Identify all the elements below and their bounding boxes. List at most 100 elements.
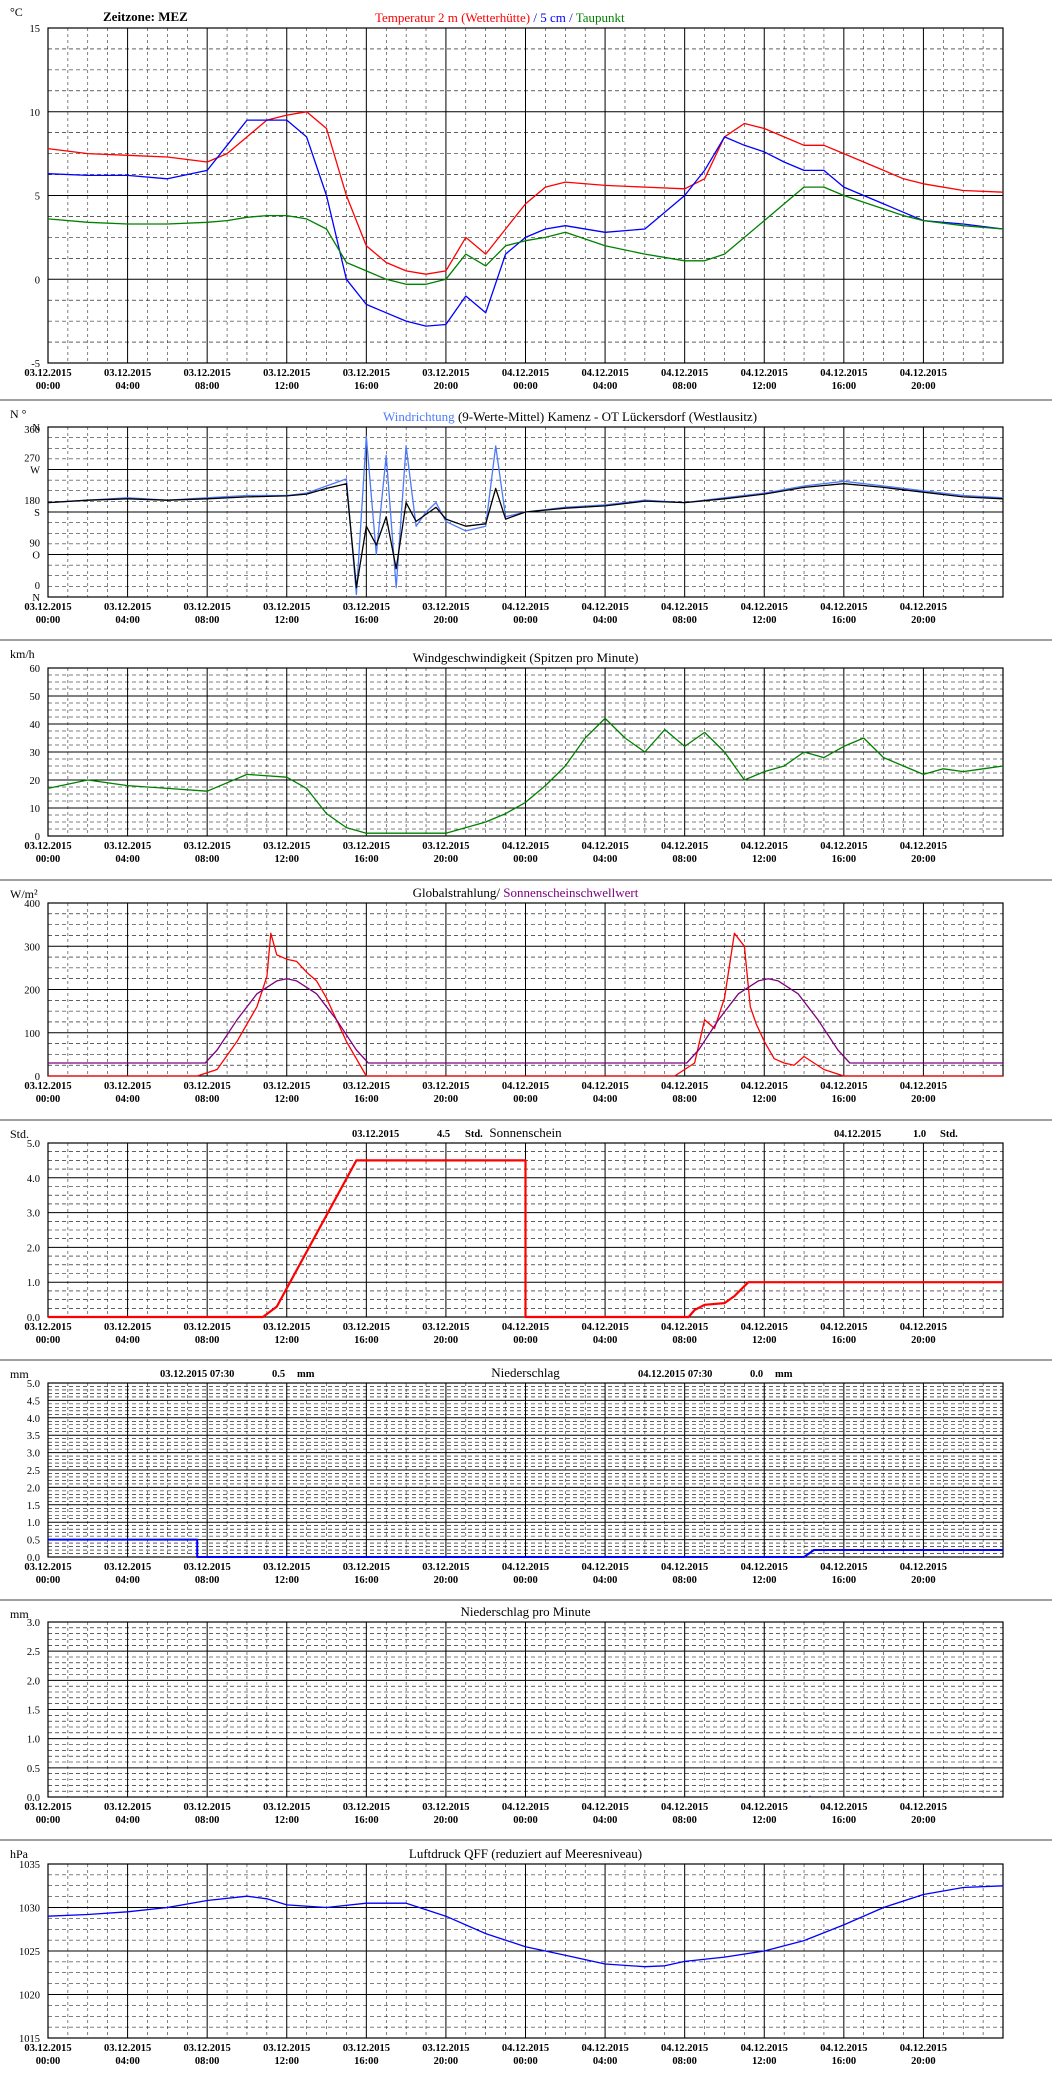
y-tick-label: 10 xyxy=(30,108,41,119)
x-tick-date: 03.12.2015 xyxy=(343,1322,390,1333)
x-tick-date: 03.12.2015 xyxy=(422,368,469,379)
x-tick-date: 03.12.2015 xyxy=(184,2043,231,2054)
x-tick-time: 16:00 xyxy=(832,1815,857,1826)
x-tick-date: 03.12.2015 xyxy=(263,1802,310,1813)
x-tick-time: 12:00 xyxy=(275,854,300,865)
x-tick-time: 00:00 xyxy=(513,381,538,392)
x-tick-time: 00:00 xyxy=(36,1094,61,1105)
x-tick-date: 04.12.2015 xyxy=(661,841,708,852)
y-tick-label: 1030 xyxy=(19,1904,40,1915)
x-tick-date: 03.12.2015 xyxy=(343,841,390,852)
x-tick-date: 03.12.2015 xyxy=(184,1802,231,1813)
y-tick-label: 5 xyxy=(35,192,40,203)
x-tick-time: 08:00 xyxy=(195,2056,220,2067)
y-tick-label: N xyxy=(32,593,40,604)
x-tick-time: 08:00 xyxy=(195,381,220,392)
y-tick-label: 3.0 xyxy=(27,1209,40,1220)
x-tick-date: 04.12.2015 xyxy=(661,602,708,613)
x-tick-time: 16:00 xyxy=(832,615,857,626)
x-tick-date: 04.12.2015 xyxy=(741,602,788,613)
x-tick-date: 04.12.2015 xyxy=(502,1562,549,1573)
x-tick-time: 20:00 xyxy=(434,1094,459,1105)
x-tick-time: 04:00 xyxy=(593,1815,618,1826)
x-tick-date: 03.12.2015 xyxy=(343,2043,390,2054)
unit-label: hPa xyxy=(10,1847,29,1861)
y-tick-label: 1015 xyxy=(19,2034,40,2045)
x-tick-date: 04.12.2015 xyxy=(820,1562,867,1573)
x-tick-date: 03.12.2015 xyxy=(24,368,71,379)
x-tick-time: 20:00 xyxy=(911,1815,936,1826)
y-tick-label: 2.5 xyxy=(27,1647,40,1658)
y-tick-label: 2.0 xyxy=(27,1243,40,1254)
y-tick-label: 1.0 xyxy=(27,1735,40,1746)
panel-title: Windrichtung (9-Werte-Mittel) Kamenz - O… xyxy=(383,409,757,424)
x-tick-date: 03.12.2015 xyxy=(422,2043,469,2054)
x-tick-time: 12:00 xyxy=(752,615,777,626)
x-tick-time: 12:00 xyxy=(752,1094,777,1105)
y-tick-label: 50 xyxy=(30,692,41,703)
y-tick-label: 3.0 xyxy=(27,1618,40,1629)
x-tick-date: 03.12.2015 xyxy=(104,841,151,852)
x-tick-date: 03.12.2015 xyxy=(263,602,310,613)
y-tick-label: S xyxy=(34,508,40,519)
x-tick-time: 00:00 xyxy=(513,1094,538,1105)
x-tick-date: 04.12.2015 xyxy=(581,1562,628,1573)
day-total-unit: mm xyxy=(775,1369,793,1380)
x-tick-date: 03.12.2015 xyxy=(24,2043,71,2054)
y-tick-label: 15 xyxy=(30,24,41,35)
x-tick-date: 03.12.2015 xyxy=(24,1081,71,1092)
day-total-unit: Std. xyxy=(465,1129,483,1140)
title-part: Temperatur 2 m (Wetterhütte) xyxy=(375,10,530,25)
x-tick-time: 20:00 xyxy=(434,1575,459,1586)
x-tick-time: 04:00 xyxy=(115,2056,140,2067)
x-tick-date: 03.12.2015 xyxy=(263,1322,310,1333)
x-tick-time: 08:00 xyxy=(672,381,697,392)
x-tick-time: 04:00 xyxy=(115,615,140,626)
x-tick-date: 04.12.2015 xyxy=(741,841,788,852)
x-tick-time: 20:00 xyxy=(911,381,936,392)
x-tick-time: 16:00 xyxy=(832,2056,857,2067)
x-tick-time: 04:00 xyxy=(115,1335,140,1346)
x-tick-date: 04.12.2015 xyxy=(820,368,867,379)
x-tick-date: 03.12.2015 xyxy=(263,2043,310,2054)
y-tick-label: 4.0 xyxy=(27,1414,40,1425)
x-tick-time: 08:00 xyxy=(672,1575,697,1586)
x-tick-date: 03.12.2015 xyxy=(184,1562,231,1573)
panel-wind_speed: 0 10 20 30 40 50 60 km/h Windgeschwindigkeit (Sp… xyxy=(0,639,1052,865)
x-tick-date: 04.12.2015 xyxy=(900,841,947,852)
title-part: Kamenz - OT Lückersdorf (Westlausitz) xyxy=(544,409,757,424)
series-line-wind_direction-1 xyxy=(47,483,1004,589)
series-line-temperature-2 xyxy=(47,186,1004,285)
x-tick-date: 04.12.2015 xyxy=(900,368,947,379)
x-tick-time: 12:00 xyxy=(752,1575,777,1586)
x-tick-date: 03.12.2015 xyxy=(263,368,310,379)
x-tick-time: 08:00 xyxy=(195,1815,220,1826)
day-total-value: 0.0 xyxy=(750,1369,763,1380)
x-tick-time: 12:00 xyxy=(275,1094,300,1105)
y-tick-label: 40 xyxy=(30,720,41,731)
panel-title: Niederschlag pro Minute xyxy=(461,1604,591,1619)
x-tick-time: 12:00 xyxy=(752,854,777,865)
y-tick-label: 60 xyxy=(30,664,41,675)
x-tick-time: 20:00 xyxy=(434,2056,459,2067)
x-tick-date: 03.12.2015 xyxy=(184,368,231,379)
series-line-temperature-0 xyxy=(47,111,1004,275)
y-tick-label: N xyxy=(32,423,40,434)
x-tick-time: 08:00 xyxy=(195,615,220,626)
unit-label: °C xyxy=(10,5,23,19)
x-tick-time: 16:00 xyxy=(832,1575,857,1586)
y-tick-label: 30 xyxy=(30,748,41,759)
unit-label: Std. xyxy=(10,1127,29,1141)
title-part: Sonnenscheinschwellwert xyxy=(503,885,638,900)
x-tick-time: 20:00 xyxy=(911,615,936,626)
y-tick-label: 0.0 xyxy=(27,1313,40,1324)
x-tick-time: 08:00 xyxy=(195,854,220,865)
y-tick-label: 0 xyxy=(35,1072,40,1083)
x-tick-time: 20:00 xyxy=(434,1335,459,1346)
y-tick-label: 5.0 xyxy=(27,1139,40,1150)
x-tick-date: 03.12.2015 xyxy=(343,602,390,613)
title-part: Globalstrahlung/ xyxy=(413,885,504,900)
x-tick-time: 08:00 xyxy=(672,1335,697,1346)
